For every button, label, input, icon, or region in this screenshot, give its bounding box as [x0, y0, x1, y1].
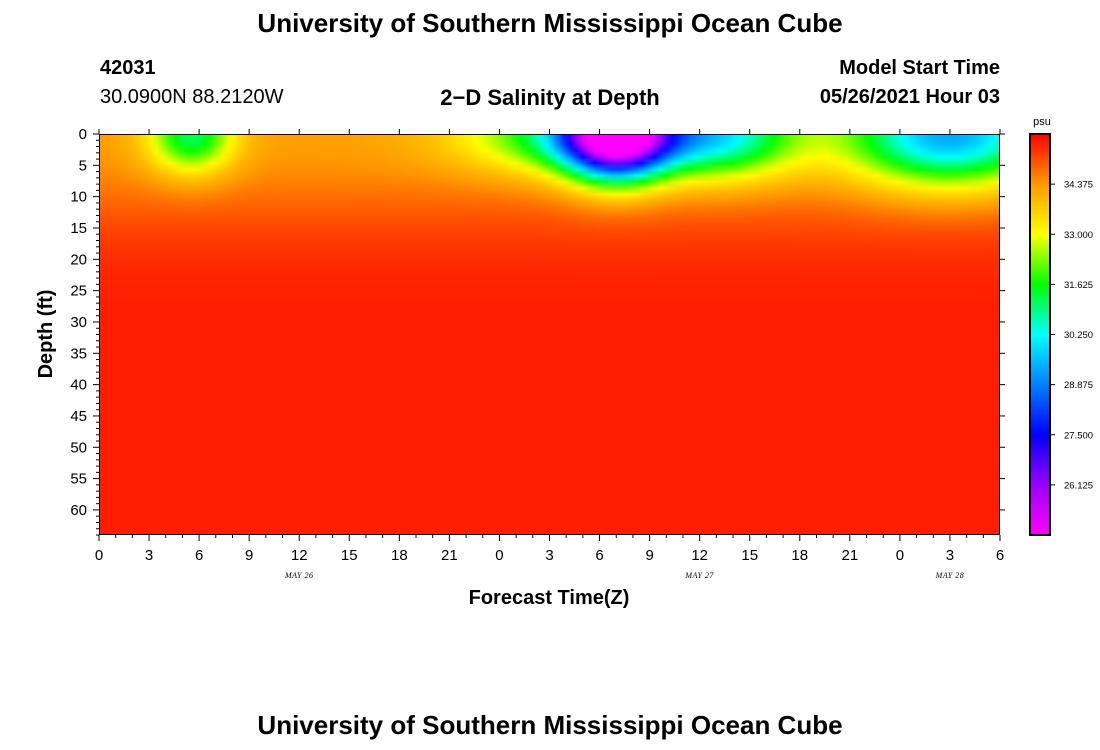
x-tick-label: 18 [391, 547, 408, 564]
colorbar-tick-label: 26.125 [1064, 480, 1093, 491]
y-tick-label: 10 [70, 189, 87, 206]
colorbar-tick-label: 34.375 [1064, 180, 1093, 191]
date-label: MAY 26 [284, 571, 314, 580]
y-tick-label: 15 [70, 220, 87, 237]
y-axis-label: Depth (ft) [35, 290, 57, 379]
plot-title: 2−D Salinity at Depth [440, 85, 660, 110]
y-axis-ticks: 0 5 10 15 20 25 30 35 40 45 50 55 60 [70, 126, 1005, 536]
y-tick-label: 40 [70, 377, 87, 394]
colorbar-unit: psu [1033, 116, 1051, 128]
x-tick-label: 12 [691, 547, 708, 564]
date-label: MAY 27 [684, 571, 714, 580]
model-start-value: 05/26/2021 Hour 03 [819, 86, 1000, 108]
colorbar-tick-label: 28.875 [1064, 380, 1093, 391]
station-coordinates: 30.0900N 88.2120W [100, 86, 284, 108]
colorbar-tick-label: 30.250 [1064, 330, 1093, 341]
colorbar-tick-label: 33.000 [1064, 230, 1093, 241]
colorbar [1029, 133, 1051, 536]
y-tick-label: 35 [70, 345, 87, 362]
page-title: University of Southern Mississippi Ocean… [257, 8, 843, 38]
x-tick-label: 18 [791, 547, 808, 564]
x-axis-label: Forecast Time(Z) [469, 587, 630, 609]
x-axis-ticks: 0 3 6 9 12 15 18 21 0 3 6 9 12 15 18 21 0 3 6 [95, 129, 1004, 564]
date-label: MAY 28 [935, 571, 965, 580]
x-tick-label: 21 [441, 547, 458, 564]
y-tick-label: 60 [70, 502, 87, 519]
x-tick-label: 3 [545, 547, 553, 564]
plot-area [99, 134, 1000, 535]
y-tick-label: 20 [70, 251, 87, 268]
x-tick-label: 3 [946, 547, 954, 564]
x-tick-label: 6 [595, 547, 603, 564]
x-tick-label: 12 [291, 547, 308, 564]
x-tick-label: 21 [841, 547, 858, 564]
date-labels: MAY 26 MAY 27 MAY 28 [284, 571, 964, 580]
colorbar-tick-label: 31.625 [1064, 280, 1093, 291]
x-tick-label: 9 [645, 547, 653, 564]
x-tick-label: 6 [996, 547, 1004, 564]
y-tick-label: 45 [70, 408, 87, 425]
footer-title: University of Southern Mississippi Ocean… [257, 710, 843, 740]
x-tick-label: 0 [95, 547, 103, 564]
x-tick-label: 9 [245, 547, 253, 564]
y-tick-label: 30 [70, 314, 87, 331]
colorbar-ticks: 34.375 33.000 31.625 30.250 28.875 27.500 26.1… [1050, 180, 1093, 491]
colorbar-tick-label: 27.500 [1064, 430, 1093, 441]
y-tick-label: 5 [79, 157, 87, 174]
y-tick-label: 25 [70, 283, 87, 300]
station-id: 42031 [100, 57, 156, 79]
y-tick-label: 50 [70, 439, 87, 456]
x-tick-label: 15 [741, 547, 758, 564]
x-tick-label: 0 [896, 547, 904, 564]
x-tick-label: 3 [145, 547, 153, 564]
x-tick-label: 6 [195, 547, 203, 564]
y-tick-label: 55 [70, 471, 87, 488]
model-start-label: Model Start Time [839, 57, 1000, 79]
y-tick-label: 0 [79, 126, 87, 143]
x-tick-label: 0 [495, 547, 503, 564]
x-tick-label: 15 [341, 547, 358, 564]
salinity-heatmap [100, 135, 999, 534]
